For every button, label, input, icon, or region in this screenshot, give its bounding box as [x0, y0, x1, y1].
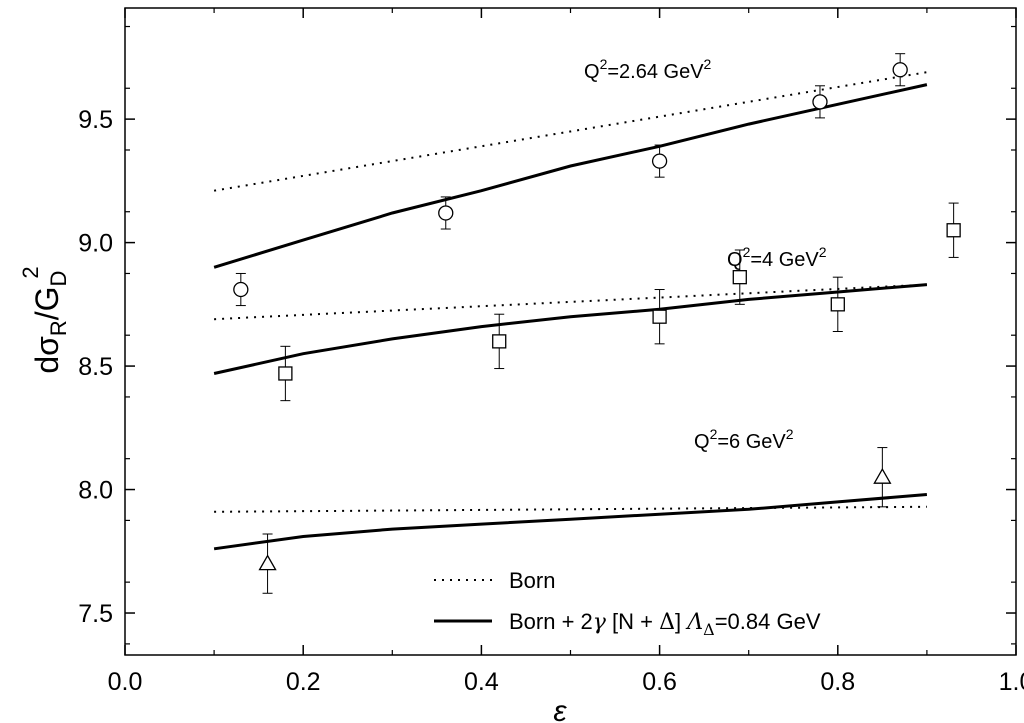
x-tick-label: 0.4: [464, 668, 499, 696]
x-tick-label: 0.0: [108, 668, 143, 696]
plot-frame: [124, 7, 1017, 656]
data-point-square: [946, 223, 961, 238]
born-line-0: [213, 71, 928, 192]
annotation-q2-264: Q2=2.64 GeV2: [584, 56, 712, 83]
data-point-circle: [438, 205, 454, 221]
series-layer: [213, 71, 928, 551]
data-point-square: [732, 270, 747, 285]
data-point-circle: [812, 94, 828, 110]
x-tick-label: 0.8: [820, 668, 855, 696]
annotation-q2-4: Q2=4 GeV2: [727, 244, 827, 271]
x-axis-title: ε: [553, 695, 567, 723]
legend: Born Born + 2γ [N + Δ] ΛΔ=0.84 GeV: [434, 568, 821, 639]
legend-born-label: Born: [509, 568, 555, 593]
born-2gamma-line-0: [213, 83, 928, 269]
data-point-circle: [892, 62, 908, 78]
data-point-square: [492, 334, 507, 349]
born-2gamma-line-2: [213, 493, 928, 551]
y-tick-label: 8.0: [78, 477, 113, 505]
y-tick-label: 8.5: [78, 353, 113, 381]
born-line-2: [214, 505, 927, 513]
y-axis-title: dσR/GD2: [18, 266, 71, 373]
legend-born-2gamma-label: Born + 2γ [N + Δ] ΛΔ=0.84 GeV: [509, 609, 821, 639]
born-2gamma-line-1: [213, 283, 928, 375]
data-point-triangle: [873, 467, 892, 484]
annotation-q2-6: Q2=6 GeV2: [694, 426, 794, 453]
marker-layer: [233, 53, 961, 594]
y-tick-label: 9.5: [78, 106, 113, 134]
born-line-1: [214, 283, 927, 321]
data-point-square: [652, 309, 667, 324]
data-point-square: [278, 366, 293, 381]
axis-ticks: 0.0 0.2 0.4 0.6 0.8 1.0 7.5 8.0 8.5 9.0 9.5: [78, 8, 1024, 696]
y-tick-label: 7.5: [78, 600, 113, 628]
data-point-triangle: [258, 554, 277, 571]
data-point-circle: [651, 153, 668, 169]
x-tick-label: 0.6: [642, 668, 677, 696]
data-point-square: [830, 297, 845, 312]
x-tick-label: 0.2: [286, 668, 321, 696]
data-point-circle: [233, 281, 249, 298]
x-tick-label: 1.0: [999, 668, 1024, 696]
y-tick-label: 9.0: [78, 230, 113, 258]
